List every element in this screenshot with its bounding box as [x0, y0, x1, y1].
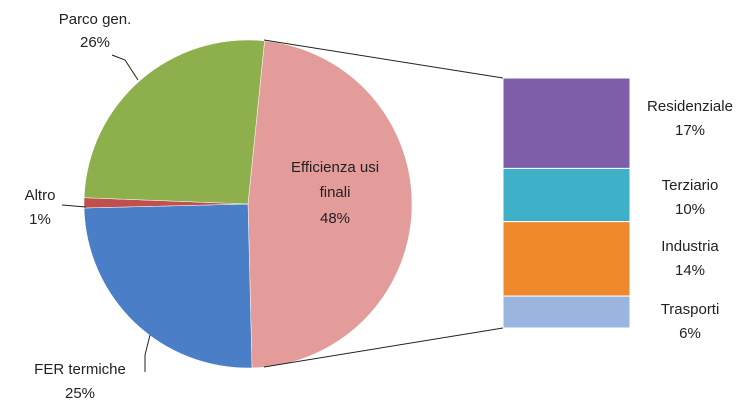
slice-value-label: 1%	[29, 211, 51, 228]
slice-label: Parco gen.	[59, 11, 132, 28]
slice-value-label: 25%	[65, 385, 95, 402]
bar-value-label: 10%	[675, 201, 705, 218]
bar-segment	[502, 221, 631, 297]
leader-line	[144, 334, 151, 372]
bar-label: Residenziale	[647, 98, 733, 115]
leader-line	[61, 204, 87, 208]
bar-label: Industria	[661, 238, 719, 255]
pie-slice	[83, 203, 253, 369]
slice-label: Altro	[25, 187, 56, 204]
bar-segment	[502, 77, 631, 169]
bar-value-label: 6%	[679, 325, 701, 342]
bar-label: Terziario	[662, 177, 719, 194]
slice-value-label: 48%	[320, 210, 350, 227]
bar-value-label: 17%	[675, 122, 705, 139]
leader-line	[111, 54, 139, 81]
bar-label: Trasporti	[661, 301, 720, 318]
slice-label: Efficienza usi finali	[290, 159, 380, 201]
slice-label: FER termiche	[34, 361, 126, 378]
bar-segment	[502, 167, 631, 223]
pie-slice	[83, 39, 265, 205]
connector	[263, 39, 504, 79]
bar-value-label: 14%	[675, 262, 705, 279]
slice-value-label: 26%	[80, 34, 110, 51]
connector	[263, 327, 504, 368]
pie-slice	[247, 40, 413, 369]
bar-segment	[502, 295, 631, 329]
